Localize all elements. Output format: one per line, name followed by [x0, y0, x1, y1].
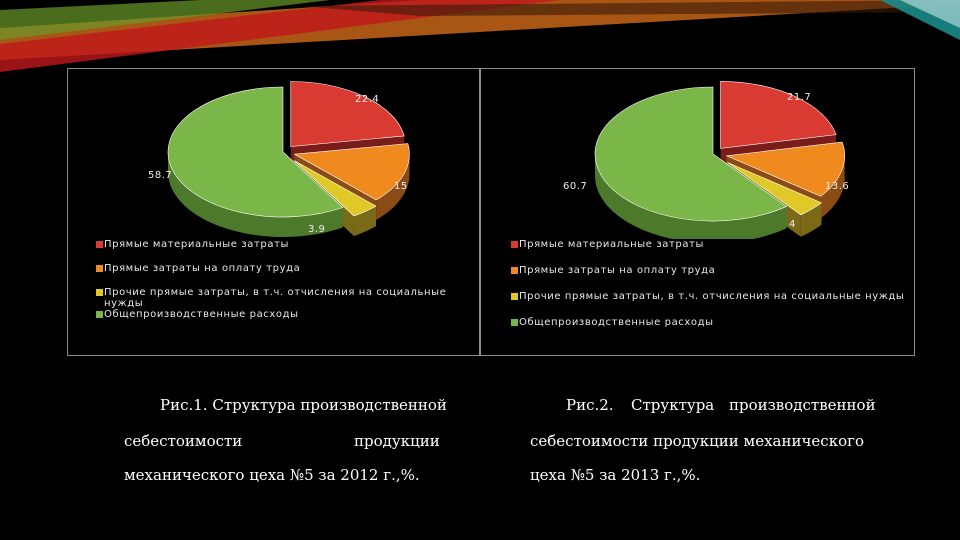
data-label-slice-1: 22.4: [355, 94, 380, 105]
legend-swatch: [96, 265, 103, 272]
pie-slice-2: [725, 141, 845, 197]
legend-item: Прочие прямые затраты, в т.ч. отчисления…: [96, 287, 468, 309]
data-label-slice-4: 60.7: [563, 181, 588, 192]
legend-label: Общепроизводственные расходы: [104, 309, 299, 320]
caption-figure-1: Рис.1. Структура производственной себест…: [124, 396, 447, 496]
data-label-slice-2: 15: [394, 181, 408, 192]
data-label-slice-4: 58.7: [148, 170, 173, 181]
caption-line: себестоимости: [124, 432, 243, 450]
caption-line: Рис.2.: [566, 396, 614, 414]
pie-chart-2012: [167, 81, 410, 237]
pie-slice-4: [167, 86, 344, 218]
legend-swatch: [511, 241, 518, 248]
pie-slice-4: [594, 86, 788, 222]
caption-line: производственной: [729, 396, 876, 414]
legend-label: Прямые затраты на оплату труда: [104, 263, 301, 274]
legend-2013: Прямые материальные затраты Прямые затра…: [511, 239, 906, 328]
legend-2012: Прямые материальные затраты Прямые затра…: [96, 239, 468, 320]
legend-label: Прямые материальные затраты: [519, 239, 704, 250]
pie-chart-2013: [594, 81, 845, 239]
pie-slice-1: [720, 81, 837, 149]
caption-line: Рис.1. Структура производственной: [160, 396, 447, 414]
legend-item: Общепроизводственные расходы: [511, 317, 906, 328]
data-label-slice-3: 4: [789, 219, 796, 230]
caption-line: себестоимости продукции механического: [530, 432, 864, 450]
legend-label: Прочие прямые затраты, в т.ч. отчисления…: [519, 291, 905, 302]
legend-item: Прямые затраты на оплату труда: [96, 263, 468, 274]
legend-item: Прочие прямые затраты, в т.ч. отчисления…: [511, 291, 906, 302]
pie-slice-2: [293, 143, 410, 201]
legend-label: Прямые затраты на оплату труда: [519, 265, 716, 276]
legend-item: Прямые материальные затраты: [511, 239, 906, 250]
legend-swatch: [96, 241, 103, 248]
legend-swatch: [511, 319, 518, 326]
legend-item: Прямые материальные затраты: [96, 239, 468, 250]
data-label-slice-2: 13.6: [825, 181, 850, 192]
legend-label: Прямые материальные затраты: [104, 239, 289, 250]
caption-line: Структура: [631, 396, 715, 414]
legend-label: Прочие прямые затраты, в т.ч. отчисления…: [104, 287, 447, 309]
caption-figure-2: Рис.2. Структура производственной себест…: [530, 396, 876, 496]
legend-label: Общепроизводственные расходы: [519, 317, 714, 328]
data-label-slice-1: 21.7: [787, 92, 812, 103]
data-label-slice-3: 3.9: [308, 224, 326, 235]
chart-panel-2013: 21.7 13.6 4 60.7 Прямые материальные зат…: [480, 68, 915, 356]
caption-line: механического цеха №5 за 2012 г.,%.: [124, 466, 420, 484]
chart-panel-2012: 22.4 15 3.9 58.7 Прямые материальные зат…: [67, 68, 480, 356]
pie-slice-3: [727, 162, 823, 216]
pie-slice-1: [290, 81, 405, 147]
caption-line: цеха №5 за 2013 г.,%.: [530, 466, 701, 484]
legend-swatch: [511, 267, 518, 274]
legend-item: Прямые затраты на оплату труда: [511, 265, 906, 276]
legend-swatch: [96, 289, 103, 296]
pie-slice-3: [293, 160, 377, 217]
legend-swatch: [511, 293, 518, 300]
legend-item: Общепроизводственные расходы: [96, 309, 468, 320]
legend-swatch: [96, 311, 103, 318]
caption-line: продукции: [354, 432, 440, 450]
decorative-header-stripes: [0, 0, 960, 72]
